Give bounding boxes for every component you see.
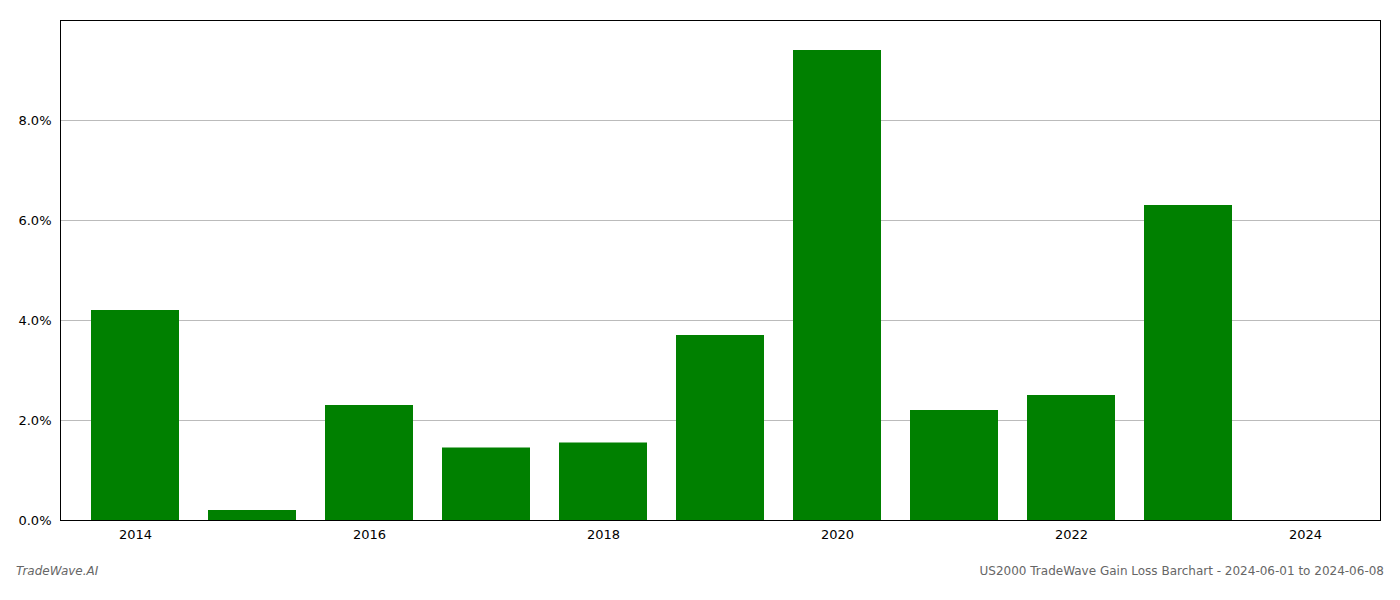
svg-text:2.0%: 2.0% xyxy=(18,413,51,428)
svg-text:8.0%: 8.0% xyxy=(18,113,51,128)
svg-text:2016: 2016 xyxy=(353,527,386,542)
html-text:TradeWave.AI: TradeWave.AI xyxy=(16,564,99,578)
svg-text:6.0%: 6.0% xyxy=(18,213,51,228)
svg-text:0.0%: 0.0% xyxy=(18,513,51,528)
svg-text:2020: 2020 xyxy=(821,527,854,542)
html-text:US2000 TradeWave Gain Loss Bar: US2000 TradeWave Gain Loss Barchart - 20… xyxy=(979,564,1384,578)
svg-text:2014: 2014 xyxy=(119,527,152,542)
svg-text:4.0%: 4.0% xyxy=(18,313,51,328)
svg-text:2018: 2018 xyxy=(587,527,620,542)
svg-text:2024: 2024 xyxy=(1289,527,1322,542)
svg-text:2022: 2022 xyxy=(1055,527,1088,542)
